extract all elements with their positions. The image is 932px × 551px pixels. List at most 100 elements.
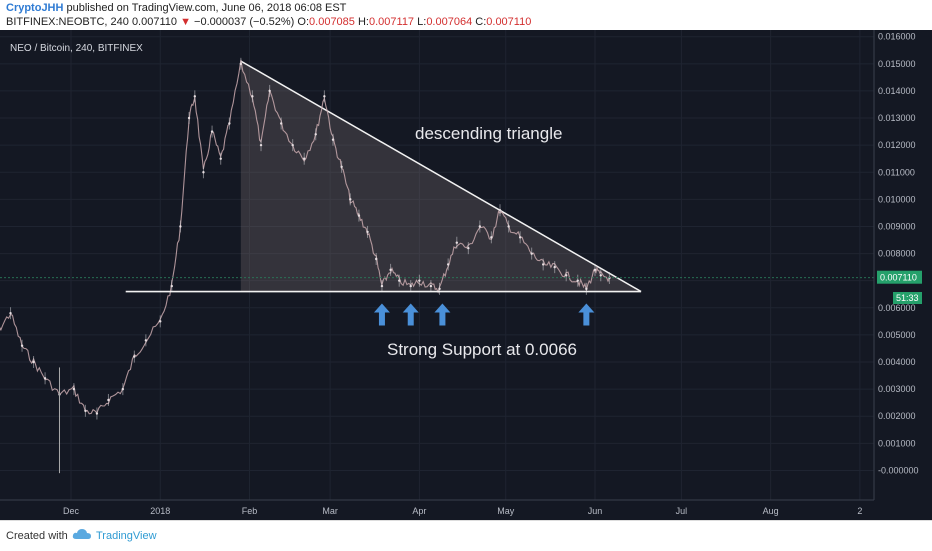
price-point [133,355,135,357]
price-point [594,269,596,271]
last-price: 0.007110 [132,16,177,28]
price-point [211,130,213,132]
price-point [358,214,360,216]
price-point [530,252,532,254]
tradingview-brand-link[interactable]: TradingView [96,530,157,542]
price-point [542,263,544,265]
price-point [228,122,230,124]
price-point [577,279,579,281]
created-with-label: Created with [6,530,68,542]
close-label: C: [475,16,486,28]
price-point [240,63,242,65]
price-point [188,117,190,119]
low-value: 0.007064 [426,16,472,28]
time-tick-label: Dec [63,506,80,516]
price-change: −0.000037 (−0.52%) [194,16,294,28]
price-point [291,144,293,146]
price-point [467,247,469,249]
chart-legend-title: NEO / Bitcoin, 240, BITFINEX [10,43,143,54]
time-axis-background [0,500,932,520]
price-point [44,377,46,379]
chart-canvas[interactable]: 0.0160000.0150000.0140000.0130000.012000… [0,30,932,520]
tradingview-cloud-icon [72,527,92,541]
chart-footer: Created with TradingView [0,520,932,551]
descending-triangle [241,61,641,291]
price-point [145,339,147,341]
bar-countdown-label: 51:33 [896,293,919,303]
publish-line: CryptoJHH published on TradingView.com, … [6,2,346,14]
price-point [84,410,86,412]
price-tick-label: 0.004000 [878,357,916,367]
author-link[interactable]: CryptoJHH [6,2,63,14]
price-point [375,258,377,260]
price-point [565,274,567,276]
price-point [202,171,204,173]
time-tick-label: Feb [242,506,258,516]
time-tick-label: Apr [412,506,426,516]
time-tick-label: Mar [322,506,338,516]
price-point [280,122,282,124]
price-point [585,288,587,290]
price-point [381,285,383,287]
price-point [600,274,602,276]
open-value: 0.007085 [309,16,355,28]
price-point [251,95,253,97]
arrow-up-icon [578,304,594,326]
price-point [499,209,501,211]
price-tick-label: 0.010000 [878,194,916,204]
price-tick-label: -0.000000 [878,465,919,475]
price-point [389,269,391,271]
down-arrow-icon: ▼ [180,16,191,28]
arrow-up-icon [374,304,390,326]
price-point [159,320,161,322]
quote-line: BITFINEX:NEOBTC, 240 0.007110 ▼ −0.00003… [6,16,531,28]
price-point [479,225,481,227]
price-point [438,288,440,290]
price-tick-label: 0.002000 [878,411,916,421]
price-point [303,157,305,159]
price-point [220,157,222,159]
time-tick-label: 2018 [150,506,170,516]
close-value: 0.007110 [486,16,531,28]
arrow-up-icon [403,304,419,326]
price-point [507,225,509,227]
price-point [73,388,75,390]
price-tick-label: 0.012000 [878,140,916,150]
low-label: L: [417,16,426,28]
time-tick-label: May [497,506,515,516]
price-point [260,144,262,146]
chart-header: CryptoJHH published on TradingView.com, … [0,0,932,30]
price-point [315,133,317,135]
price-tick-label: 0.014000 [878,86,916,96]
price-tick-label: 0.005000 [878,330,916,340]
price-tick-label: 0.008000 [878,249,916,259]
current-price-label: 0.007110 [880,273,917,283]
time-tick-label: Jun [588,506,603,516]
price-point [456,242,458,244]
price-point [179,225,181,227]
price-point [519,236,521,238]
price-tick-label: 0.013000 [878,113,916,123]
time-tick-label: Aug [763,506,779,516]
time-tick-label: Jul [676,506,688,516]
annotation-strong-support: Strong Support at 0.0066 [387,340,577,359]
price-point [268,90,270,92]
high-label: H: [358,16,369,28]
symbol-label: BITFINEX:NEOBTC, 240 [6,16,129,28]
price-point [553,266,555,268]
price-point [418,279,420,281]
price-tick-label: 0.009000 [878,221,916,231]
price-point [107,399,109,401]
high-value: 0.007117 [369,16,414,28]
publish-info: published on TradingView.com, June 06, 2… [63,2,346,14]
price-point [171,285,173,287]
price-point [194,95,196,97]
price-tick-label: 0.006000 [878,303,916,313]
open-label: O: [297,16,309,28]
price-point [21,345,23,347]
price-tick-label: 0.001000 [878,438,916,448]
annotation-descending-triangle: descending triangle [415,124,562,143]
price-point [340,166,342,168]
